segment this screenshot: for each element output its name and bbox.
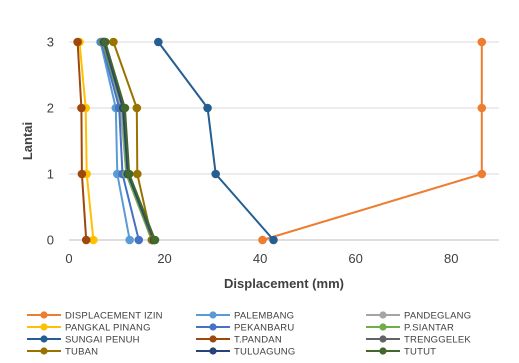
series-line-pangkal-pinang — [78, 41, 95, 241]
y-tick-label: 3 — [47, 35, 54, 50]
legend-label: SUNGAI PENUH — [65, 335, 140, 346]
data-point-tutut — [101, 37, 110, 47]
legend-marker-swatch — [40, 323, 48, 331]
legend-item-pandeglang: PANDEGLANG — [366, 311, 471, 322]
legend-label: PEKANBARU — [234, 323, 294, 334]
legend-marker-swatch — [379, 323, 387, 331]
data-point-t-pandan — [81, 235, 91, 245]
series-line-tutut — [104, 41, 156, 241]
legend-label: TRENGGELEK — [404, 335, 471, 346]
series-lines — [76, 41, 483, 241]
series-line-sungai-penuh — [157, 41, 275, 241]
legend-item-t-pandan: T.PANDAN — [196, 335, 282, 346]
legend-marker-swatch — [379, 311, 387, 319]
data-point-displacement-izin — [477, 169, 487, 179]
legend-item-sungai-penuh: SUNGAI PENUH — [27, 335, 140, 346]
y-axis-title: Lantai — [20, 122, 35, 160]
series-line-tuluagung — [103, 41, 155, 241]
data-point-tuban — [109, 37, 118, 47]
legend-marker-swatch — [209, 311, 217, 319]
data-point-t-pandan — [77, 169, 87, 179]
legend-item-tutut: TUTUT — [366, 347, 436, 358]
series-line-palembang — [99, 41, 131, 241]
legend-item-pekanbaru: PEKANBARU — [196, 323, 294, 334]
data-point-tuban — [132, 103, 142, 113]
legend-marker-swatch — [40, 335, 48, 343]
legend-label: T.PANDAN — [234, 335, 282, 346]
legend: DISPLACEMENT IZIN PALEMBANG PANDEGLANG PANG… — [27, 311, 471, 358]
data-point-tutut — [120, 103, 130, 113]
legend-marker-swatch — [209, 323, 217, 331]
series-line-tuban — [112, 41, 154, 241]
x-tick-label: 20 — [157, 251, 171, 266]
x-tick-label: 40 — [253, 251, 267, 266]
x-tick-label: 80 — [444, 251, 458, 266]
legend-label: P.SIANTAR — [404, 323, 454, 334]
x-tick-label: 60 — [348, 251, 362, 266]
x-tick-label: 0 — [65, 251, 72, 266]
series-markers — [73, 37, 487, 245]
legend-label: PALEMBANG — [234, 311, 294, 322]
data-point-palembang — [125, 235, 134, 245]
legend-item-displacement-izin: DISPLACEMENT IZIN — [27, 311, 163, 322]
legend-label: TULUAGUNG — [234, 347, 295, 358]
data-point-sungai-penuh — [154, 37, 163, 47]
legend-label: DISPLACEMENT IZIN — [65, 311, 163, 322]
legend-item-palembang: PALEMBANG — [196, 311, 294, 322]
legend-item-tuban: TUBAN — [27, 347, 98, 358]
legend-marker-swatch — [379, 335, 387, 343]
y-tick-label: 0 — [47, 233, 54, 248]
y-tick-label: 1 — [47, 167, 54, 182]
data-point-displacement-izin — [258, 235, 267, 245]
legend-marker-swatch — [40, 347, 48, 355]
legend-marker-swatch — [379, 347, 387, 355]
data-point-t-pandan — [77, 103, 86, 113]
legend-marker-swatch — [40, 311, 48, 319]
legend-label: TUTUT — [404, 347, 436, 358]
data-point-displacement-izin — [477, 103, 487, 113]
data-point-sungai-penuh — [269, 235, 278, 245]
y-tick-label: 2 — [47, 101, 54, 116]
legend-item-pangkal-pinang: PANGKAL PINANG — [27, 323, 151, 334]
data-point-displacement-izin — [477, 37, 487, 47]
series-line-pekanbaru — [100, 41, 140, 241]
data-point-tuban — [133, 169, 142, 179]
legend-marker-swatch — [209, 335, 217, 343]
legend-marker-swatch — [209, 347, 217, 355]
data-point-tutut — [124, 169, 134, 179]
data-point-pangkal-pinang — [89, 235, 98, 245]
x-axis-title: Displacement (mm) — [224, 276, 344, 291]
x-tick-labels: 0 20 40 60 80 — [65, 251, 458, 266]
data-point-tutut — [150, 235, 160, 245]
data-point-t-pandan — [73, 37, 82, 47]
series-line-displacement-izin — [262, 42, 483, 241]
series-line-t-pandan — [76, 41, 88, 241]
legend-item-tuluagung: TULUAGUNG — [196, 347, 295, 358]
legend-item-p-siantar: P.SIANTAR — [366, 323, 454, 334]
data-point-sungai-penuh — [211, 169, 220, 179]
data-point-pekanbaru — [134, 235, 144, 245]
legend-label: PANDEGLANG — [404, 311, 471, 322]
y-tick-labels: 0 1 2 3 — [47, 35, 54, 248]
legend-label: PANGKAL PINANG — [65, 323, 151, 334]
legend-item-trenggelek: TRENGGELEK — [366, 335, 471, 346]
legend-label: TUBAN — [65, 347, 98, 358]
data-point-sungai-penuh — [203, 103, 212, 113]
